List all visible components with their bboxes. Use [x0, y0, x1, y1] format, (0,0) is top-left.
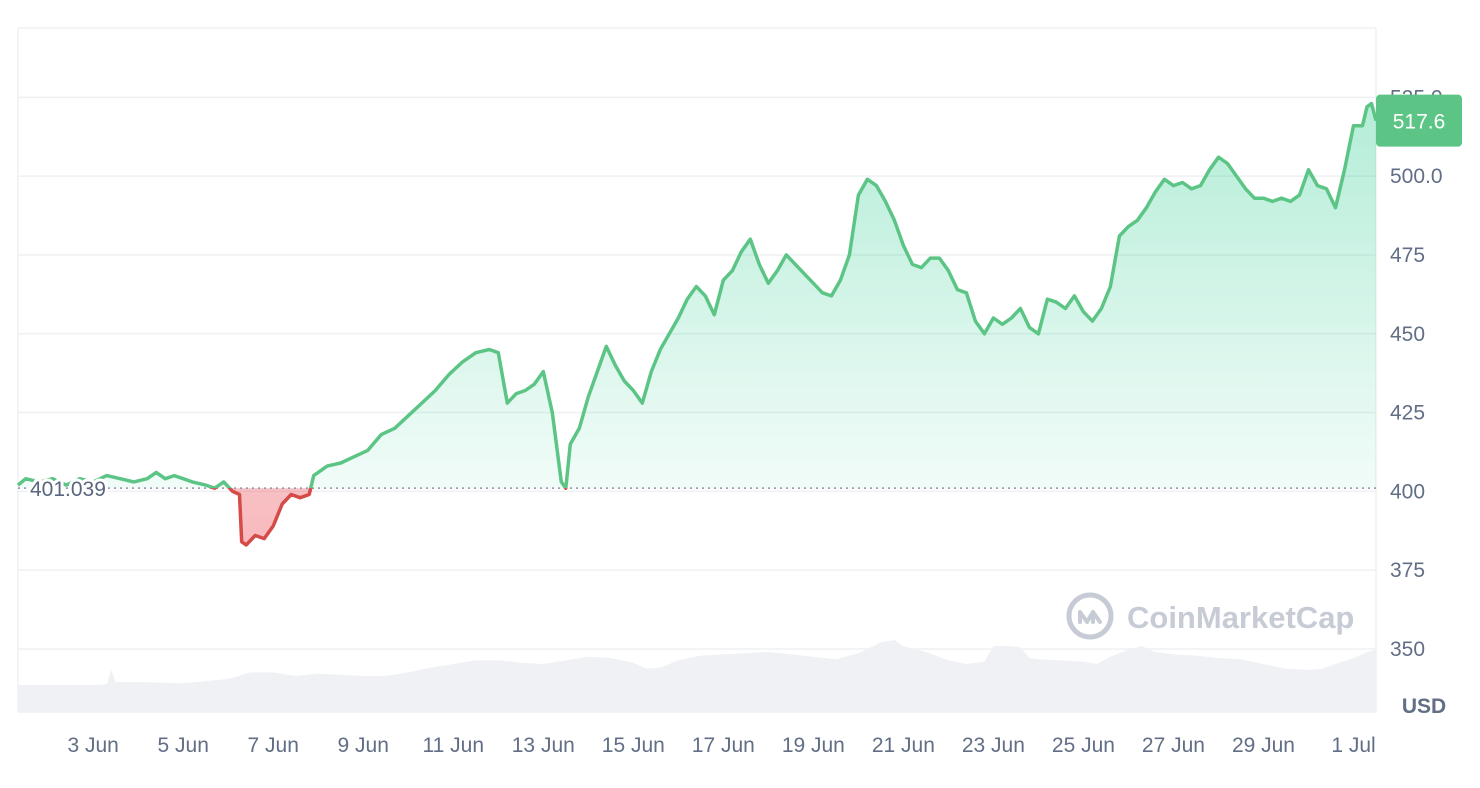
y-tick-label: 425 [1390, 402, 1425, 425]
x-tick-label: 29 Jun [1232, 734, 1295, 757]
x-tick-label: 27 Jun [1142, 734, 1205, 757]
y-tick-label: 400 [1390, 480, 1425, 503]
line-above-reference [16, 101, 1378, 489]
x-tick-label: 21 Jun [872, 734, 935, 757]
y-tick-label: 375 [1390, 559, 1425, 582]
watermark: CoinMarketCap [1066, 592, 1354, 640]
y-tick-label: 500.0 [1390, 165, 1443, 188]
x-tick-label: 13 Jun [512, 734, 575, 757]
x-tick-label: 9 Jun [338, 734, 389, 757]
x-tick-label: 3 Jun [67, 734, 118, 757]
watermark-text: CoinMarketCap [1127, 600, 1354, 635]
price-area [18, 103, 1376, 545]
line-below-reference [208, 488, 568, 547]
y-tick-label: 350 [1390, 638, 1425, 661]
price-line [16, 101, 1378, 547]
y-tick-label: 450 [1390, 323, 1425, 346]
x-tick-label: 19 Jun [782, 734, 845, 757]
x-axis: 3 Jun 5 Jun 7 Jun 9 Jun 11 Jun 13 Jun 15 Jun 17… [67, 734, 1375, 757]
volume-area [18, 640, 1376, 712]
current-price-badge: 517.6 [1376, 94, 1462, 147]
currency-label: USD [1402, 695, 1446, 718]
current-price-label: 517.6 [1393, 111, 1446, 134]
x-tick-label: 5 Jun [158, 734, 209, 757]
x-tick-label: 25 Jun [1052, 734, 1115, 757]
x-tick-label: 1 Jul [1331, 734, 1375, 757]
x-tick-label: 7 Jun [248, 734, 299, 757]
reference-price-label: 401.039 [30, 478, 106, 501]
x-tick-label: 11 Jun [423, 734, 485, 757]
x-tick-label: 15 Jun [602, 734, 665, 757]
x-tick-label: 23 Jun [962, 734, 1025, 757]
x-tick-label: 17 Jun [692, 734, 755, 757]
y-tick-label: 475 [1390, 244, 1425, 267]
area-above-reference [18, 103, 1376, 489]
coinmarketcap-logo-icon [1066, 592, 1114, 640]
